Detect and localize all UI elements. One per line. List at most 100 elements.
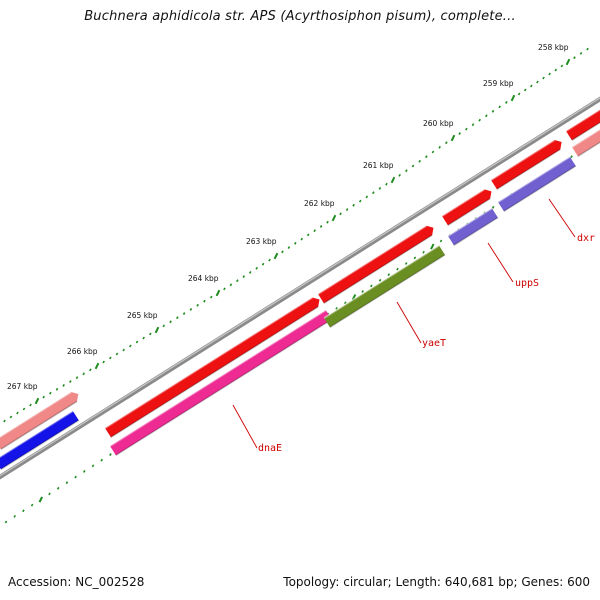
ruler-minor-tick bbox=[385, 182, 388, 186]
ruler-minor-tick bbox=[22, 407, 26, 411]
inner-ruler-minor-tick bbox=[100, 458, 103, 462]
ruler-minor-tick bbox=[89, 368, 92, 372]
ruler-minor-tick bbox=[236, 279, 239, 283]
cds-feature-light-red[interactable] bbox=[0, 391, 79, 450]
ruler-minor-tick bbox=[49, 391, 52, 395]
ruler-tick-label: 258 kbp bbox=[538, 43, 569, 52]
ruler-tick-label: 265 kbp bbox=[127, 311, 158, 320]
cds-feature-red[interactable] bbox=[565, 108, 600, 141]
ruler-minor-tick bbox=[242, 275, 246, 278]
gene-feature-dnaE[interactable] bbox=[109, 309, 333, 456]
accession-text: Accession: NC_002528 bbox=[8, 575, 145, 589]
ruler-dots bbox=[3, 47, 589, 423]
ruler-minor-tick bbox=[445, 141, 448, 145]
ruler-minor-tick bbox=[281, 250, 284, 254]
ruler-tick-label: 263 kbp bbox=[246, 237, 277, 246]
ruler-minor-tick bbox=[182, 312, 186, 315]
ruler-minor-tick bbox=[554, 68, 558, 72]
ruler-minor-tick bbox=[229, 283, 233, 287]
ruler-major-tick bbox=[154, 326, 160, 334]
backbone-line bbox=[0, 96, 600, 480]
ruler-minor-tick bbox=[248, 271, 252, 274]
gene-feature-yaeT[interactable] bbox=[323, 244, 446, 328]
ruler-minor-tick bbox=[491, 109, 495, 113]
gene-label-dnaE[interactable]: dnaE bbox=[258, 443, 282, 454]
gene-feature-blue[interactable] bbox=[0, 410, 80, 470]
ruler-minor-tick bbox=[255, 266, 258, 270]
inner-ruler-minor-tick bbox=[570, 155, 573, 159]
inner-ruler-minor-tick bbox=[83, 470, 86, 473]
gene-feature-uppS[interactable] bbox=[447, 207, 499, 246]
ruler-minor-tick bbox=[135, 340, 139, 344]
inner-ruler-minor-tick bbox=[22, 509, 25, 513]
ruler-major-tick bbox=[450, 134, 456, 142]
ruler-minor-tick bbox=[149, 332, 152, 336]
inner-ruler-minor-tick bbox=[422, 250, 425, 254]
ruler-minor-tick bbox=[579, 51, 583, 55]
gene-features[interactable] bbox=[0, 108, 600, 470]
inner-ruler-minor-tick bbox=[109, 453, 112, 456]
ruler-minor-tick bbox=[365, 195, 369, 199]
ruler-minor-tick bbox=[319, 225, 323, 228]
genome-backbone bbox=[0, 96, 600, 480]
ruler-minor-tick bbox=[115, 352, 119, 356]
cds-feature-red[interactable] bbox=[441, 188, 492, 226]
inner-ruler-minor-tick bbox=[65, 481, 69, 485]
genome-summary: Topology: circular; Length: 640,681 bp; … bbox=[283, 575, 590, 589]
cds-feature-red[interactable] bbox=[104, 296, 320, 438]
cds-feature-red[interactable] bbox=[317, 224, 434, 304]
gene-label-uppS[interactable]: uppS bbox=[515, 278, 539, 289]
ruler-minor-tick bbox=[109, 356, 112, 360]
gene-leader-line bbox=[232, 404, 258, 449]
ruler-minor-tick bbox=[345, 208, 349, 211]
ruler-major-tick bbox=[565, 58, 571, 66]
ruler-minor-tick bbox=[530, 84, 533, 88]
gene-label-yaeT[interactable]: yaeT bbox=[422, 338, 446, 349]
ruler-minor-tick bbox=[142, 336, 145, 340]
ruler-major-tick bbox=[34, 397, 40, 405]
ruler-minor-tick bbox=[573, 56, 576, 60]
ruler-minor-tick bbox=[203, 299, 206, 303]
cds-feature-red[interactable] bbox=[490, 139, 562, 190]
ruler-minor-tick bbox=[411, 164, 415, 168]
ruler-major-tick bbox=[390, 176, 396, 184]
ruler-minor-tick bbox=[189, 308, 193, 311]
ruler-minor-tick bbox=[129, 344, 132, 348]
ruler-minor-tick bbox=[82, 372, 85, 376]
ruler-minor-tick bbox=[3, 419, 6, 423]
ruler-tick-label: 261 kbp bbox=[363, 161, 394, 170]
gene-leader-line bbox=[487, 242, 514, 283]
ruler-minor-tick bbox=[431, 150, 435, 154]
ruler-minor-tick bbox=[9, 415, 13, 419]
ruler-minor-tick bbox=[498, 105, 501, 109]
ruler-minor-tick bbox=[196, 303, 199, 307]
ruler-minor-tick bbox=[485, 114, 488, 118]
cds-feature-light-red[interactable] bbox=[571, 126, 600, 157]
ruler-minor-tick bbox=[471, 123, 475, 127]
ruler-minor-tick bbox=[294, 241, 297, 245]
ruler-minor-tick bbox=[458, 132, 461, 135]
ruler-minor-tick bbox=[306, 233, 310, 237]
inner-ruler-minor-tick bbox=[361, 290, 364, 293]
ruler-minor-tick bbox=[176, 316, 179, 320]
ruler-minor-tick bbox=[339, 212, 342, 216]
ruler-minor-tick bbox=[586, 47, 589, 51]
ruler-minor-tick bbox=[542, 76, 545, 80]
ruler-minor-tick bbox=[358, 199, 362, 203]
ruler-minor-tick bbox=[223, 287, 226, 291]
ruler-major-tick bbox=[215, 289, 221, 297]
ruler-tick-label: 259 kbp bbox=[483, 79, 514, 88]
inner-ruler-minor-tick bbox=[30, 503, 34, 507]
ruler-minor-tick bbox=[122, 348, 125, 352]
ruler-minor-tick bbox=[465, 127, 468, 131]
inner-ruler-minor-tick bbox=[387, 273, 391, 277]
ruler-minor-tick bbox=[548, 72, 551, 76]
ruler-minor-tick bbox=[372, 191, 375, 195]
gene-feature-dxr[interactable] bbox=[497, 155, 577, 212]
ruler-minor-tick bbox=[398, 173, 401, 177]
ruler-minor-tick bbox=[536, 80, 539, 84]
ruler-minor-tick bbox=[517, 92, 521, 96]
gene-label-dxr[interactable]: dxr bbox=[577, 233, 595, 244]
inner-ruler-minor-tick bbox=[404, 262, 408, 265]
